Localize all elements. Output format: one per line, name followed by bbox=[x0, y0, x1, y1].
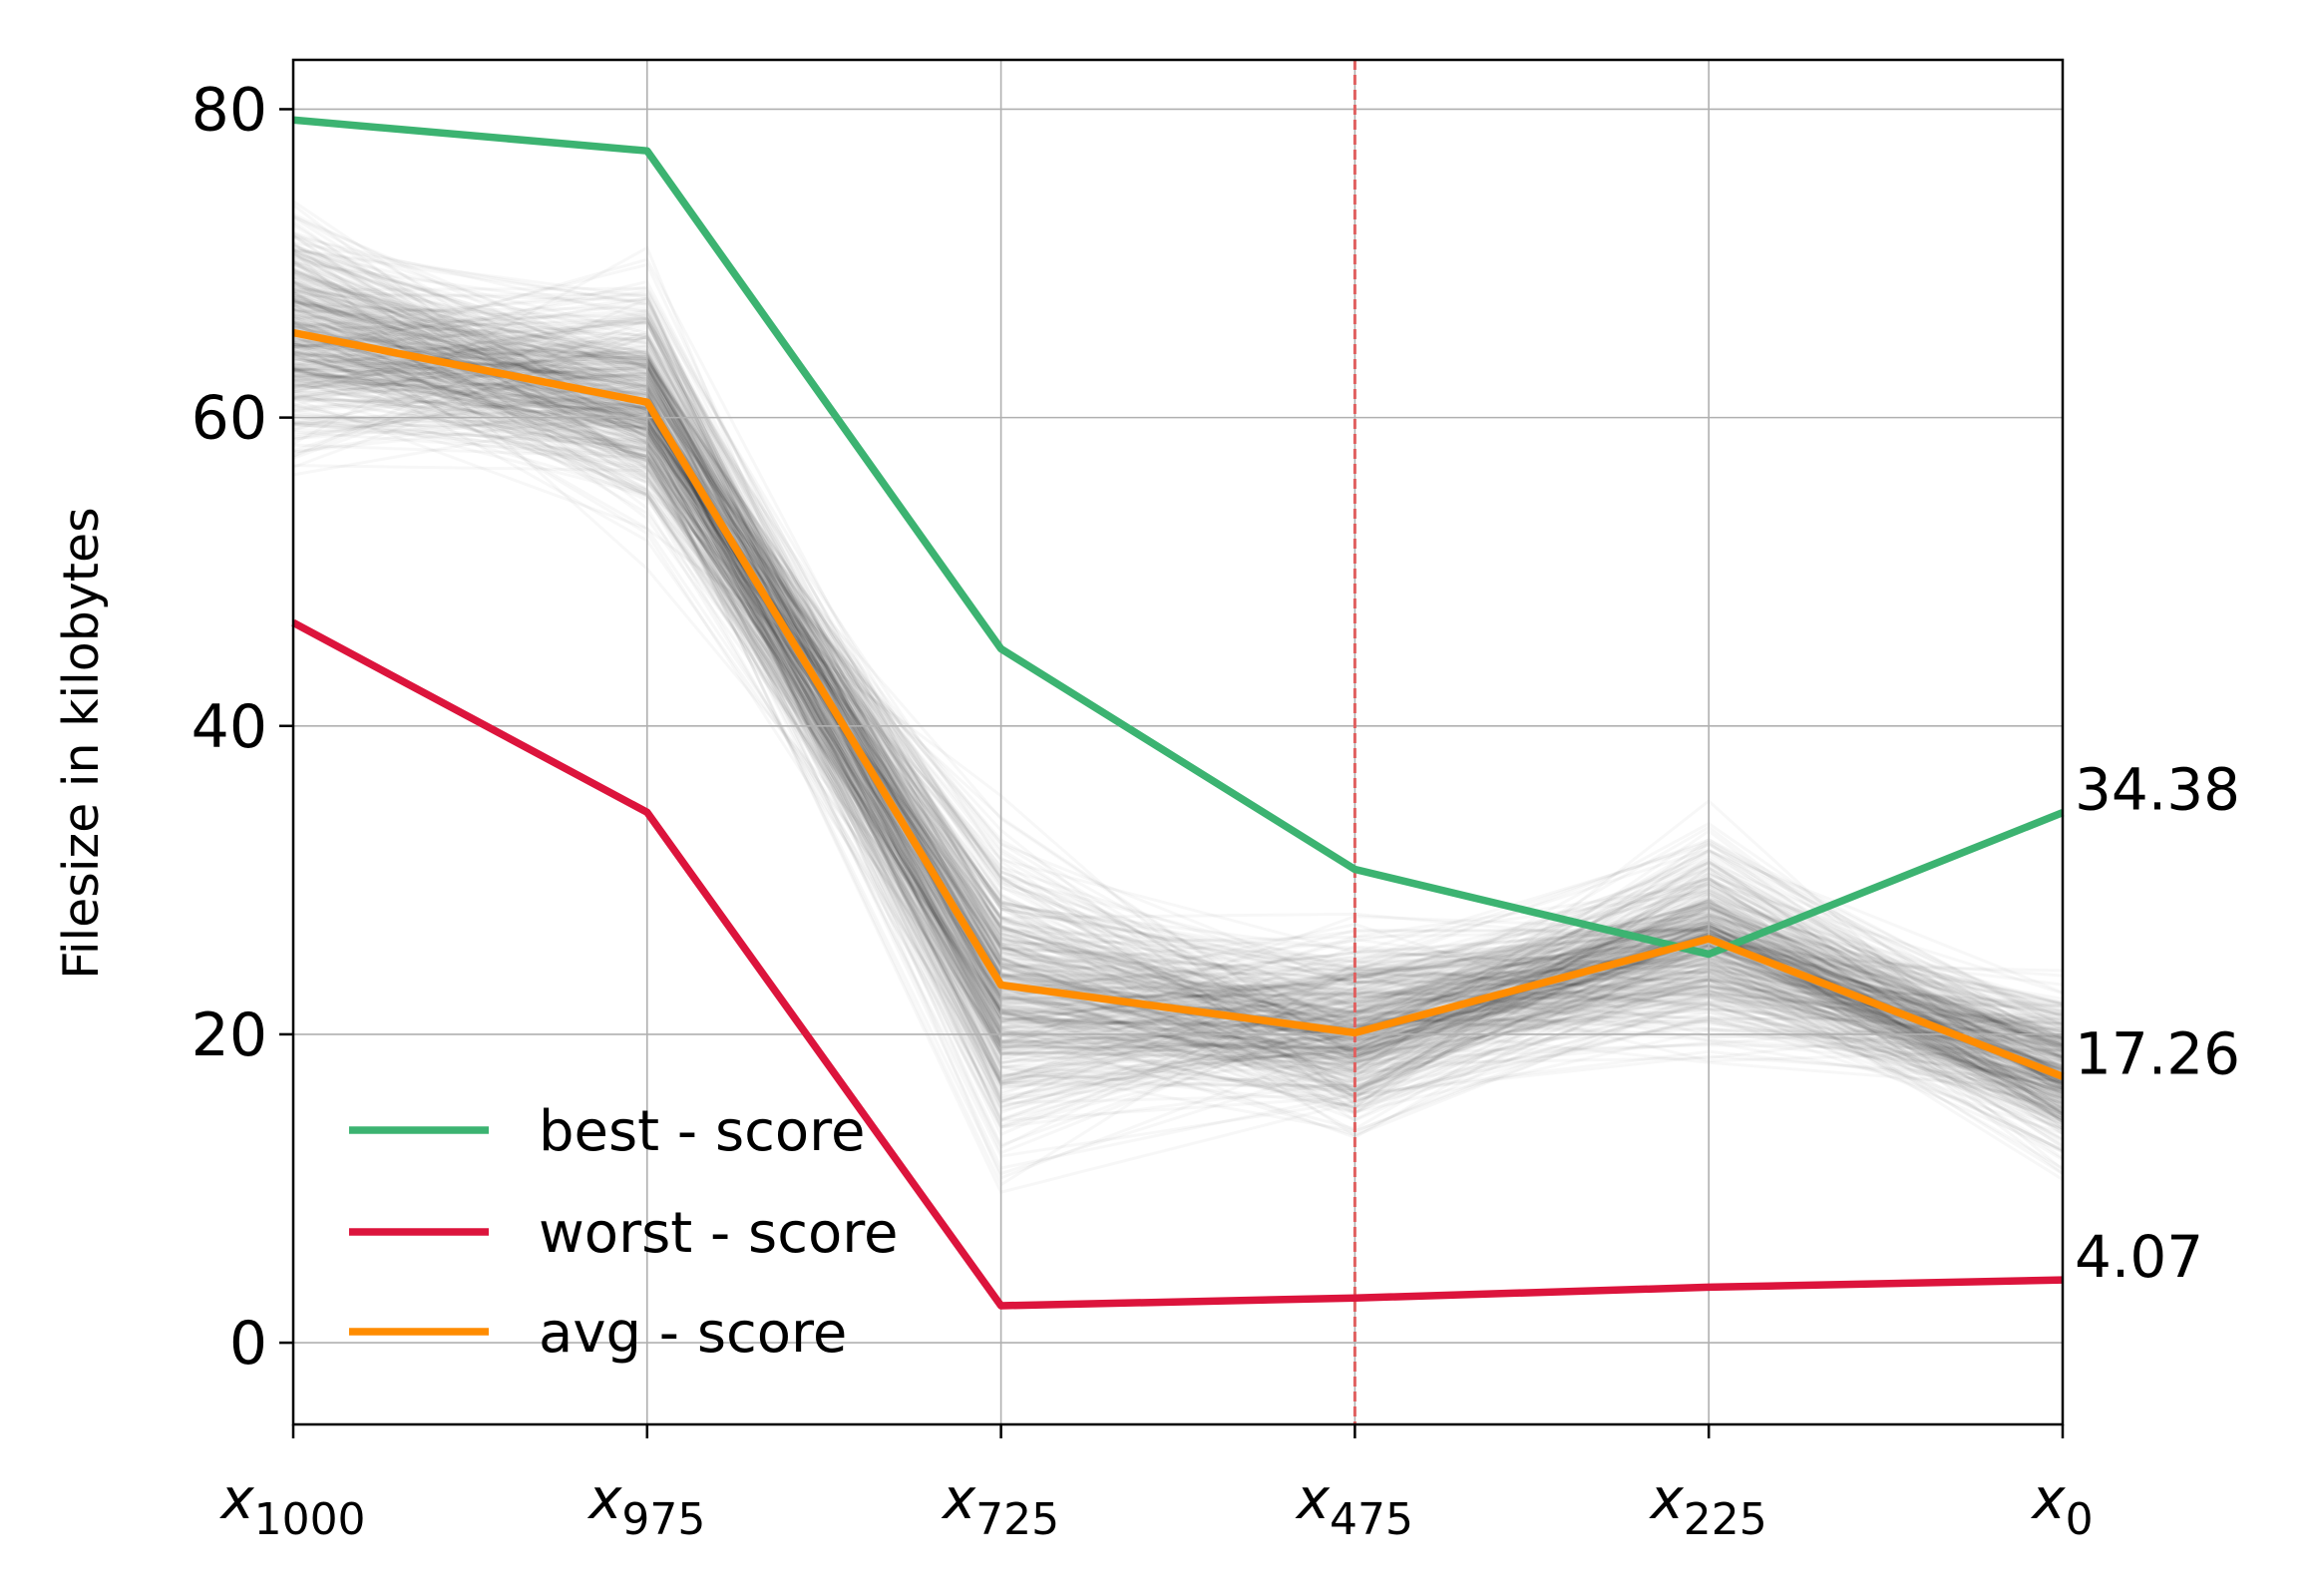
plot-frame bbox=[291, 58, 2065, 1426]
x-tick-label: x725 bbox=[941, 1467, 1059, 1545]
series-lines bbox=[291, 116, 2065, 1310]
end-value-label: 4.07 bbox=[2075, 1223, 2203, 1291]
x-tick-label: x975 bbox=[586, 1467, 705, 1545]
x-tick-base: x bbox=[586, 1467, 622, 1532]
x-tick-subscript: 225 bbox=[1684, 1494, 1767, 1545]
series-line-worst bbox=[291, 618, 2064, 1310]
x-tick-subscript: 0 bbox=[2066, 1494, 2094, 1545]
x-tick-subscript: 725 bbox=[975, 1494, 1059, 1545]
y-tick-label: 0 bbox=[229, 1309, 267, 1379]
y-axis-ticks: 0 20 40 60 80 bbox=[192, 75, 293, 1379]
y-tick-label: 40 bbox=[192, 692, 267, 762]
x-tick-base: x bbox=[218, 1467, 254, 1532]
x-tick-base: x bbox=[1295, 1467, 1331, 1532]
x-tick-label: x0 bbox=[2030, 1467, 2093, 1545]
series-line-avg bbox=[292, 328, 2065, 1080]
end-value-label: 34.38 bbox=[2075, 756, 2240, 824]
x-tick-subscript: 1000 bbox=[254, 1494, 366, 1545]
x-tick-label: x225 bbox=[1649, 1467, 1767, 1545]
axes-frame bbox=[291, 58, 2065, 1426]
x-tick-label: x1000 bbox=[218, 1467, 365, 1545]
end-value-labels: 34.38 17.26 4.07 bbox=[2075, 756, 2240, 1292]
legend-label: avg - score bbox=[539, 1301, 847, 1366]
x-tick-subscript: 975 bbox=[621, 1494, 705, 1545]
legend-label: best - score bbox=[539, 1099, 865, 1164]
legend-label: worst - score bbox=[539, 1201, 899, 1266]
x-tick-base: x bbox=[2030, 1467, 2066, 1532]
end-value-label: 17.26 bbox=[2075, 1019, 2240, 1087]
x-tick-base: x bbox=[1649, 1467, 1685, 1532]
x-axis-ticks: x1000 x975 x725 x475 x225 x0 bbox=[218, 1424, 2094, 1545]
y-axis-label: Filesize in kilobytes bbox=[53, 507, 110, 979]
x-tick-base: x bbox=[941, 1467, 976, 1532]
y-tick-label: 80 bbox=[192, 75, 267, 145]
y-tick-label: 20 bbox=[192, 1000, 267, 1070]
x-tick-label: x475 bbox=[1295, 1467, 1413, 1545]
y-tick-label: 60 bbox=[192, 384, 267, 454]
series-line-best bbox=[292, 116, 2065, 959]
legend: best - score worst - score avg - score bbox=[349, 1099, 899, 1366]
x-tick-subscript: 475 bbox=[1330, 1494, 1413, 1545]
